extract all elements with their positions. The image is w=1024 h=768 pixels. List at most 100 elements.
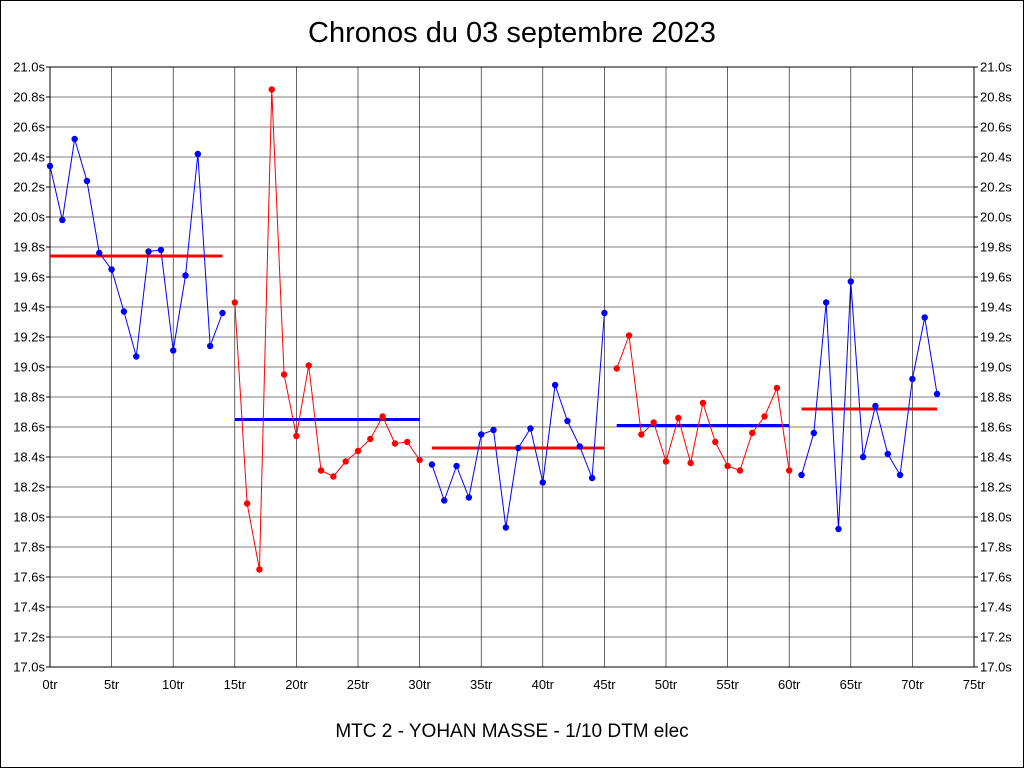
y-tick-label-right: 20.2s (980, 180, 1012, 195)
y-tick-label-left: 17.2s (13, 630, 45, 645)
y-tick-label-left: 18.6s (13, 420, 45, 435)
data-point (502, 524, 510, 531)
x-tick-label: 65tr (840, 677, 863, 692)
x-tick-label: 10tr (162, 677, 185, 692)
y-tick-label-right: 20.0s (980, 210, 1012, 225)
y-tick-label-left: 20.0s (13, 210, 45, 225)
data-point (736, 467, 744, 474)
y-tick-label-left: 19.6s (13, 270, 45, 285)
data-point (317, 467, 325, 474)
plot-border (49, 66, 975, 668)
data-point (638, 431, 645, 438)
data-point (465, 494, 473, 501)
data-point (367, 435, 374, 443)
data-point (749, 429, 756, 437)
x-tick-label: 35tr (470, 677, 493, 692)
data-point (305, 362, 312, 369)
y-tick-label-right: 20.8s (980, 90, 1012, 105)
y-tick-label-right: 18.4s (980, 450, 1012, 465)
y-tick-label-right: 19.0s (980, 360, 1012, 375)
data-point (293, 432, 300, 440)
data-point (342, 458, 349, 465)
data-point (527, 425, 534, 432)
y-tick-label-left: 17.6s (13, 570, 45, 585)
data-point (884, 450, 891, 458)
data-point (46, 162, 54, 170)
data-point (71, 135, 78, 143)
y-tick-label-right: 17.0s (980, 660, 1012, 675)
data-point (872, 402, 879, 410)
data-point (724, 462, 731, 470)
data-point (108, 266, 115, 273)
data-point (96, 249, 103, 257)
data-point (773, 384, 781, 392)
series-line (801, 281, 938, 530)
y-tick-label-left: 19.8s (13, 240, 45, 255)
data-point (909, 375, 916, 383)
data-point (83, 177, 91, 185)
data-point (514, 444, 522, 452)
data-point (133, 353, 140, 360)
data-point (933, 390, 941, 398)
data-point (613, 365, 620, 372)
data-point (145, 248, 152, 255)
y-tick-label-left: 19.2s (13, 330, 45, 345)
data-point (699, 399, 707, 407)
data-point (453, 462, 460, 470)
y-tick-label-left: 18.4s (13, 450, 45, 465)
x-tick-label: 75tr (963, 677, 986, 692)
y-tick-label-left: 18.8s (13, 390, 45, 405)
data-point (280, 371, 288, 378)
data-point (219, 309, 226, 317)
y-tick-label-left: 18.2s (13, 480, 45, 495)
data-point (59, 216, 66, 224)
data-point (650, 419, 657, 426)
series-line (234, 89, 421, 570)
data-point (798, 471, 805, 479)
data-point (551, 381, 559, 389)
data-point (120, 308, 128, 315)
data-point (231, 299, 238, 306)
data-point (761, 413, 768, 420)
y-tick-label-right: 17.2s (980, 630, 1012, 645)
x-tick-label: 30tr (408, 677, 431, 692)
data-point (391, 440, 399, 447)
y-tick-label-right: 18.0s (980, 510, 1012, 525)
y-tick-label-right: 17.6s (980, 570, 1012, 585)
data-point (206, 342, 214, 350)
data-point (835, 525, 842, 533)
x-tick-label: 45tr (593, 677, 616, 692)
data-point (564, 417, 571, 425)
y-tick-label-left: 17.0s (13, 660, 45, 675)
data-point (786, 467, 793, 474)
y-tick-label-left: 18.0s (13, 510, 45, 525)
x-tick-label: 55tr (716, 677, 739, 692)
y-tick-label-right: 18.6s (980, 420, 1012, 435)
x-tick-label: 5tr (104, 677, 120, 692)
data-point (182, 272, 189, 279)
data-point (404, 438, 411, 446)
data-point (416, 456, 423, 464)
data-point (256, 566, 263, 573)
y-tick-label-left: 19.4s (13, 300, 45, 315)
y-tick-label-right: 18.2s (980, 480, 1012, 495)
data-point (625, 332, 633, 339)
data-point (896, 471, 904, 479)
data-point (847, 278, 854, 285)
x-tick-label: 50tr (655, 677, 678, 692)
data-point (822, 299, 830, 306)
data-point (243, 500, 251, 507)
y-tick-label-right: 17.4s (980, 600, 1012, 615)
data-point (170, 347, 177, 354)
y-tick-label-right: 21.0s (980, 60, 1012, 75)
data-point (601, 309, 608, 317)
y-tick-label-left: 20.6s (13, 120, 45, 135)
data-point (588, 474, 596, 482)
data-point (478, 431, 485, 438)
y-tick-label-right: 18.8s (980, 390, 1012, 405)
x-tick-label: 20tr (285, 677, 308, 692)
x-tick-label: 60tr (778, 677, 801, 692)
data-point (194, 150, 202, 158)
data-point (921, 314, 928, 321)
